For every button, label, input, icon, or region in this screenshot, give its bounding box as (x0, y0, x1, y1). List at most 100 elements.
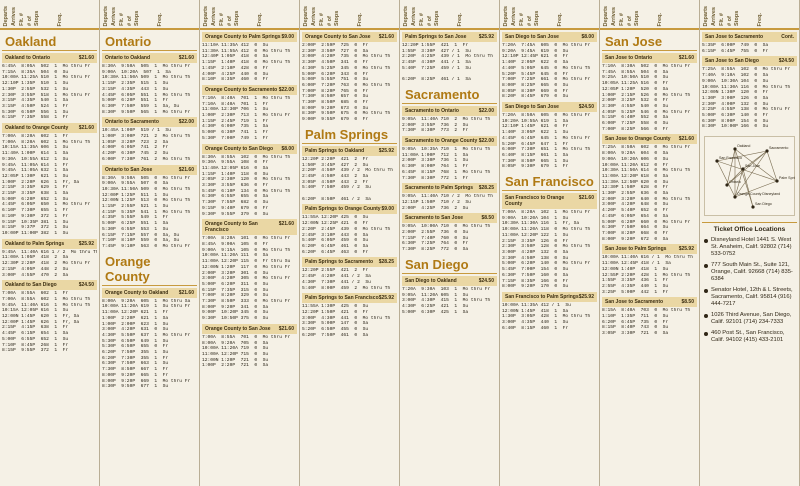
route-fare: $25.92 (378, 147, 394, 154)
schedule-row: 1:00P 3:00P 721 2 Mo thru Th (102, 134, 191, 140)
schedule-rows: 8:30A 8:55A 102 0 Mo thru Th 9:30A 9:55A … (202, 155, 297, 218)
schedule-row: 10:00A 11:20A 111 0 Sa (202, 253, 269, 259)
schedule-row: 4:45P 6:15P 654 1 Sa (2, 331, 69, 337)
schedule-rows: 7:20A 9:30A 103 1 Mo thru Fr 9:05A 11:20A… (402, 287, 497, 316)
schedule-row: 10:00A 11:40A 616 / 1 Mo thru Th (602, 255, 693, 261)
route-fare: $8.00 (281, 145, 294, 152)
ticket-office-entry: Senator Hotel, 12th & L Streets, Sacrame… (704, 287, 795, 308)
schedule-row: 5:00P 6:20P 140 0 Mo thru Fr (502, 261, 591, 267)
schedule-row: 7:25A 8:55A 102 0 Mo thru Fr (702, 67, 791, 73)
schedule-row: 5:00P 5:55P 751 0 Su (302, 77, 369, 83)
schedule-row: 12:10P 1:45P 621 0 Fr (502, 124, 569, 130)
route-header: San Francisco to Orange County $21.60 (502, 193, 597, 210)
schedule-row: 11:00A 12:20P 621 1 Fr (102, 310, 169, 316)
schedule-row: 9:05A 10:35A 710 1 Mo thru Th (402, 147, 491, 153)
route-name: Oakland to Orange County (5, 125, 69, 132)
schedule-row: 5:30P 7:00P 749 1 Fr (202, 135, 269, 141)
column-header-label: Departs (403, 5, 409, 26)
schedule-row: 2:00P 3:20P 301 0 Su (202, 270, 269, 276)
route-fare: $21.60 (578, 195, 594, 202)
schedule-row: 5:40P 6:05P 459 0 Su (302, 238, 369, 244)
route-header: Orange County to Oakland $21.60 (102, 287, 197, 298)
bullet-icon (704, 332, 708, 337)
schedule-row: 1:00P 2:20P 721 0 Sa (202, 363, 269, 369)
schedule-row: 7:00A 8:20A 101 0 Mo thru Fr (202, 236, 291, 242)
schedule-row: 8:15A 8:40A 703 0 Mo thru Th (602, 308, 691, 314)
schedule-row: 6:10P 7:30P 655 1 Fr (2, 208, 69, 214)
schedule-row: 3:00P 4:20P 648 0 Su (602, 202, 669, 208)
schedule-row: 9:45A 11:40A 616 1 Mo thru Th (2, 302, 91, 308)
column-header-label: Freq. (757, 12, 763, 26)
route-fare: $25.92 (678, 246, 694, 253)
route-header: Oakland to Orange County $21.60 (2, 123, 97, 134)
schedule-row: 8:30A 9:50A 505 1 Mo thru Fr (102, 64, 191, 69)
route-name: San Jose to Orange County (605, 136, 671, 143)
route-name: Orange County to Palm Springs (205, 34, 281, 40)
route-header: San Jose to San Diego $24.50 (702, 56, 797, 67)
ticket-office-address: 777 South Main St., Suite 121, Orange, C… (711, 262, 793, 283)
route-name: San Jose to Sacramento (705, 34, 764, 40)
schedule-row: 7:00P 7:25P 661 0 Mo thru Fr (502, 77, 591, 83)
schedule-row: 3:00P 4:20P 631 0 Su (102, 327, 169, 333)
route-fare: $9.00 (381, 206, 394, 213)
route-header: Orange County to San Francisco $21.60 (202, 219, 297, 236)
schedule-row: 7:30P 8:50P 333 0 Mo thru Fr (202, 299, 291, 305)
schedule-row: 6:45P 8:15P 768 1 Mo thru Th (402, 169, 491, 175)
schedule-row: 12:00P 1:25P 511 1 Su (102, 192, 169, 198)
schedule-row: 5:40P 8:00P 459 2 Mo thru Th (302, 285, 391, 291)
route-line (734, 180, 778, 198)
schedule-row: 8:15P 8:40P 743 0 Su (602, 325, 669, 331)
schedule-row: 12:05P 1:20P 520 0 Sa (602, 86, 669, 92)
schedule-row: 10:00A 11:30A 116 0 Mo thru Th (702, 84, 791, 90)
schedule-row: 8:30A 8:55A 102 0 Mo thru Th (202, 154, 291, 160)
schedule-rows: 11:55A 1:30P 425 0 Su 12:20P 1:50P 421 0 … (302, 304, 397, 338)
schedule-row: 6:20P 7:30P 355 1 Fr (102, 355, 169, 361)
schedule-row: 11:55A 1:30P 425 0 Su (302, 304, 369, 310)
schedule-row: 6:40P 8:15P 661 1 Sa (502, 152, 569, 158)
column-header-label: Freq. (657, 12, 663, 26)
schedule-row: 6:15P 7:35P 315 0 Su (202, 287, 269, 293)
route-line (742, 150, 768, 170)
column-header-label: Freq. (57, 12, 63, 26)
route-name: Palm Springs to Orange County (305, 206, 381, 213)
schedule-row: 10:00A 11:20A 719 0 Su (202, 346, 269, 352)
schedule-row: 12:00N 1:45P 418 1 Sa (502, 308, 569, 314)
schedule-row: 2:45P 4:50P 443 2 Sa (302, 173, 369, 179)
schedule-row: 7:00A 8:55A 602 1 Mo thru Th (2, 296, 91, 302)
schedule-row: 12:00N 1:20P 117 0 Mo thru Fr (202, 264, 291, 270)
ticket-office-address: 1026 Third Avenue, San Diego, Calif. 921… (711, 312, 792, 326)
schedule-row: 5:40P 7:50P 459 / 2 Su (302, 185, 371, 191)
column-header-label: Departs (3, 5, 9, 26)
schedule-row: 1:15P 1:40P 418 0 Mo thru Th (202, 60, 291, 66)
schedule-row: 5:35P 6:00P 749 0 Sa (702, 43, 769, 48)
column-header-label: # of Stops (627, 10, 640, 26)
schedule-row: 9:30A 10:55A 612 1 Su (2, 156, 69, 162)
column-header-label: Flt. # (719, 13, 725, 26)
schedule-row: 4:45P 6:05P 654 0 Sa (602, 213, 669, 219)
schedule-row: 12:15P 1:50P 710 / 2 Su (402, 199, 471, 205)
schedule-row: 9:00A 9:55A 507 0 Sa (102, 181, 169, 187)
schedule-row: 2:15P 4:15P 638 1 Fr (2, 325, 69, 331)
schedule-row: 5:00P 6:30P 140 0 Fr (702, 113, 769, 119)
route-line (734, 149, 754, 208)
map-city-label: San Francisco (719, 156, 742, 160)
schedule-row: 11:00A 12:20P 115 0 Fr thru Su (202, 259, 291, 265)
schedule-row: 7:00A 8:20A 602 1 Fr (2, 134, 69, 140)
schedule-row: 5:00P 6:25P 551 1 Sa (102, 221, 169, 227)
city-dot (765, 149, 769, 153)
schedule-row: 2:15P 3:35P 126 0 Fr (502, 238, 569, 244)
schedule-row: 3:00P 4:30P 415 1 Mo thru Th (402, 298, 491, 304)
schedule-row: 12:20P 1:50P 421 0 Fr (302, 309, 369, 315)
route-header: Palm Springs to Orange County $9.00 (302, 204, 397, 215)
route-name: San Diego to Oakland (405, 277, 457, 284)
route-header: Sacramento to San Jose $8.50 (402, 213, 497, 224)
schedule-row: 1:30P 2:55P 636 0 Sa (602, 191, 669, 197)
schedule-row: 12:00N 1:40P 418 1 Su (602, 266, 669, 272)
schedule-rows: 9:45A 11:40A 616 1 / 2 Mo thru Th 11:00A … (2, 250, 97, 279)
route-fare: $21.60 (278, 221, 294, 228)
schedule-rows: 11:10A 11:35A 412 0 Su 11:30A 11:55A 412 … (202, 43, 297, 83)
schedule-row: 4:45P 6:05P 650 1 Mo thru Fr (2, 202, 91, 208)
city-heading: Oakland (2, 32, 97, 51)
schedule-row: 2:00P 3:25P 532 0 Fr (602, 98, 669, 104)
column-header-label: Flt. # (619, 13, 625, 26)
